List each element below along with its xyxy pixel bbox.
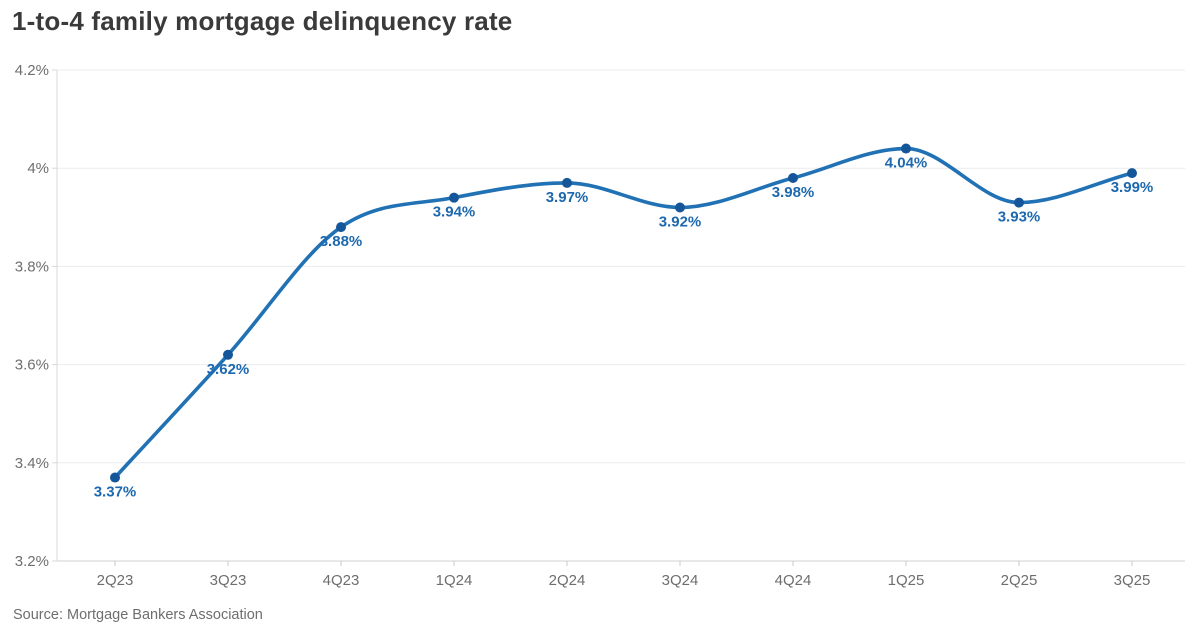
data-point (1127, 168, 1137, 179)
y-axis-label: 3.2% (15, 553, 49, 570)
x-axis-label: 2Q23 (97, 572, 134, 589)
x-axis-label: 4Q24 (775, 572, 812, 589)
y-axis-label: 3.8% (15, 258, 49, 275)
x-axis-label: 2Q25 (1001, 572, 1038, 589)
x-axis-label: 3Q25 (1114, 572, 1151, 589)
data-point-label: 3.93% (998, 209, 1041, 226)
data-point (901, 143, 911, 154)
data-point (788, 173, 798, 184)
data-point-label: 3.98% (772, 184, 815, 201)
x-axis-label: 3Q24 (662, 572, 699, 589)
x-axis-label: 3Q23 (210, 572, 247, 589)
y-axis-label: 3.6% (15, 357, 49, 374)
data-point (562, 177, 572, 188)
data-point-label: 3.92% (659, 213, 702, 230)
data-point-label: 3.94% (433, 204, 476, 221)
data-point (449, 192, 459, 203)
data-point-label: 3.99% (1111, 179, 1154, 196)
chart-source: Source: Mortgage Bankers Association (13, 607, 263, 623)
data-point (675, 202, 685, 213)
y-axis-label: 4% (27, 160, 49, 177)
data-point-label: 3.97% (546, 189, 589, 206)
data-point-label: 3.37% (94, 484, 137, 501)
x-axis-label: 1Q24 (436, 572, 473, 589)
data-point-label: 3.62% (207, 361, 250, 378)
x-axis-label: 4Q23 (323, 572, 360, 589)
data-point (223, 349, 233, 360)
data-point (1014, 197, 1024, 208)
data-point-label: 3.88% (320, 233, 363, 250)
x-axis-label: 1Q25 (888, 572, 925, 589)
x-axis-label: 2Q24 (549, 572, 586, 589)
data-point-label: 4.04% (885, 155, 928, 172)
trend-line (113, 146, 1134, 480)
y-axis-label: 4.2% (15, 62, 49, 79)
data-point (336, 222, 346, 233)
chart-title: 1-to-4 family mortgage delinquency rate (12, 6, 513, 36)
data-point (110, 472, 120, 483)
y-axis-label: 3.4% (15, 455, 49, 472)
